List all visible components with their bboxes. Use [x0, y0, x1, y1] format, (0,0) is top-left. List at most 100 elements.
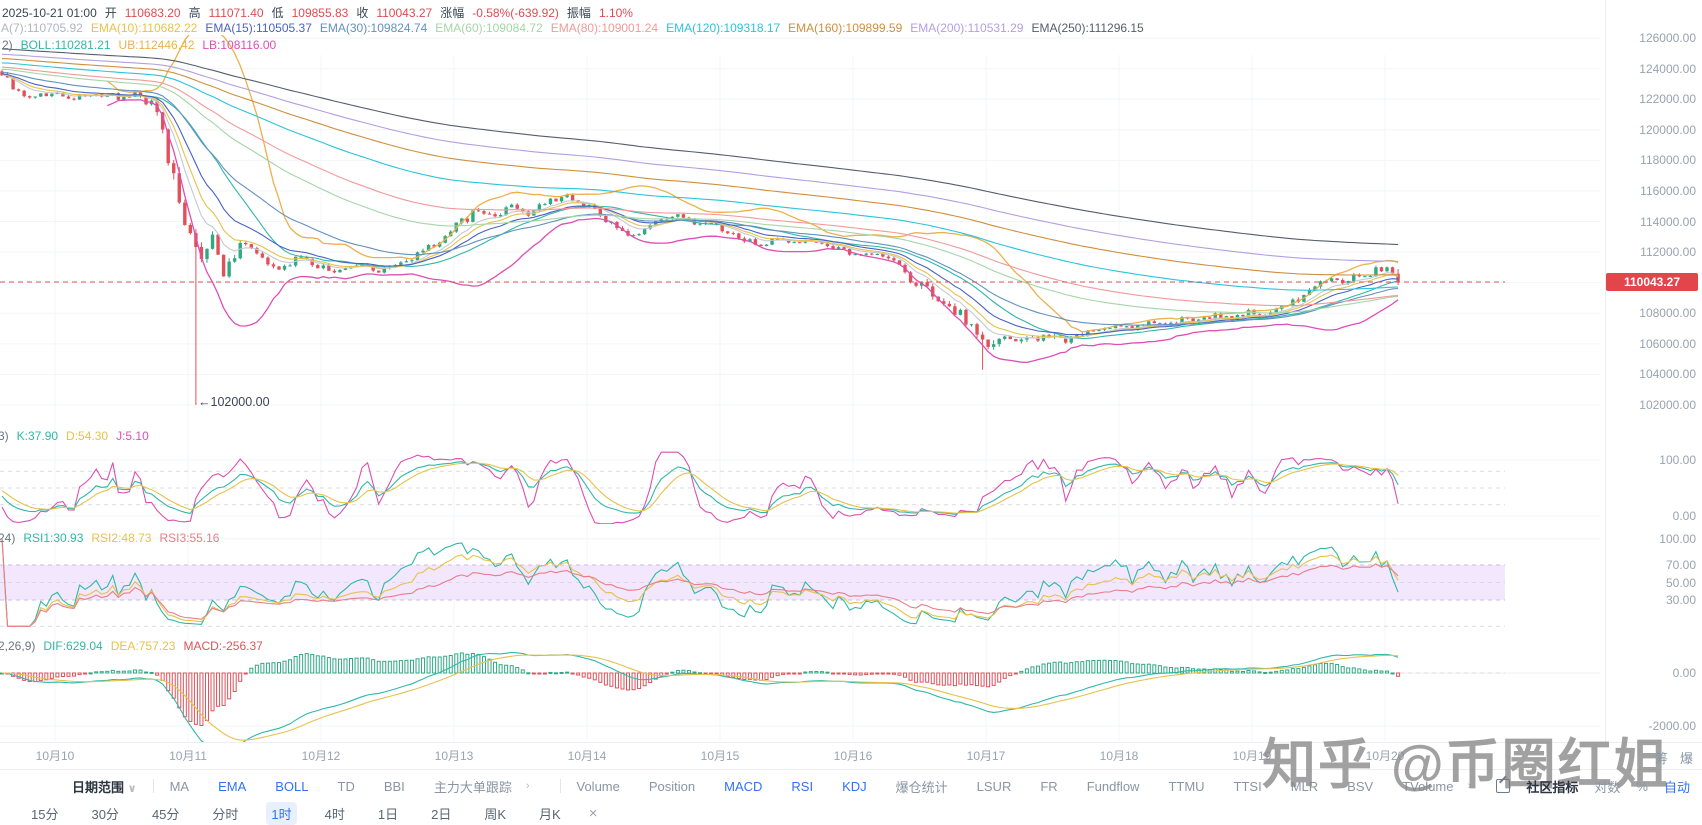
date-tick-label: 10月16 [833, 749, 873, 763]
ohlc-token: 低 [271, 6, 284, 20]
timeframe-15分[interactable]: 15分 [31, 806, 59, 822]
overlay-tab-BBI[interactable]: BBI [383, 778, 405, 794]
date-tick-label: 10月20 [1365, 749, 1405, 763]
date-tick-label: 10月11 [169, 749, 207, 763]
overlay-tab-BOLL[interactable]: BOLL [275, 778, 309, 794]
indicator-toolbar: 日期范围 ∨ MA EMA BOLL TD BBI 主力大单跟踪 › Volume Posi… [0, 771, 1702, 801]
indicator-tab-KDJ[interactable]: KDJ [842, 778, 867, 794]
edit-icon[interactable] [1496, 779, 1511, 793]
indicator-tab-LSUR[interactable]: LSUR [976, 778, 1012, 794]
auto-scale-button[interactable]: 自动 [1663, 779, 1690, 795]
boll-token: LB:108116.00 [202, 38, 277, 52]
indicator-tab-MACD[interactable]: MACD [724, 778, 763, 794]
price-tick-label: 102000.00 [1639, 398, 1696, 412]
overlay-tab-MA[interactable]: MA [169, 778, 190, 794]
indicator-tab-BSV[interactable]: BSV [1347, 778, 1374, 794]
indicator-tab-TVolume[interactable]: TVolume [1402, 778, 1454, 794]
timeframe-1日[interactable]: 1日 [377, 806, 399, 822]
ema-token: MA(7):110705.92 [0, 21, 83, 35]
timeframe-月K[interactable]: 月K [539, 806, 561, 822]
last-price-badge: 110043.27 [1606, 273, 1698, 291]
ohlc-header: 2025-10-21 01:00 开 110683.20 高 111071.40 低 109… [2, 4, 633, 21]
oscillator-tick-label: 100.00 [1659, 531, 1696, 546]
boll-values-row: 2) BOLL:110281.21 UB:112446.42 LB:108116.00 [2, 38, 276, 52]
date-range-button[interactable]: 日期范围 ∨ [72, 779, 137, 795]
oscillator-tick-label: -2000.00 [1648, 719, 1696, 733]
overlay-tab-TD[interactable]: TD [337, 778, 355, 794]
divider [0, 769, 1702, 770]
price-tick-label: 120000.00 [1639, 122, 1696, 137]
rsi-token: RSI3:55.16 [159, 531, 220, 545]
ema-token: EMA(30):109824.74 [319, 21, 428, 35]
indicator-tab-Fundflow[interactable]: Fundflow [1086, 778, 1140, 794]
oscillator-tick-label: 100.00 [1659, 453, 1696, 467]
ohlc-token: 2025-10-21 01:00 [2, 5, 97, 20]
price-tick-label: 108000.00 [1639, 306, 1696, 321]
chevron-right-icon[interactable]: › [1467, 780, 1472, 792]
indicator-tab-MLR[interactable]: MLR [1290, 778, 1319, 794]
ohlc-token: 111071.40 [208, 5, 264, 20]
oscillator-tick-label: 30.00 [1665, 593, 1696, 607]
price-tick-label: 122000.00 [1639, 92, 1696, 107]
log-scale-button[interactable]: 对数 [1594, 779, 1621, 795]
indicator-tab-RSI[interactable]: RSI [791, 778, 814, 794]
indicator-tab-TTMU[interactable]: TTMU [1168, 778, 1205, 794]
indicator-tab-TTSI[interactable]: TTSI [1233, 778, 1262, 794]
chevron-right-icon[interactable]: › [525, 780, 530, 792]
date-tick-label: 10月17 [966, 749, 1006, 763]
kdj-values-row: 3) K:37.90 D:54.30 J:5.10 [0, 429, 149, 443]
timeframe-1时[interactable]: 1时 [266, 801, 297, 825]
indicator-tab-Position[interactable]: Position [648, 778, 696, 794]
timeframe-2日[interactable]: 2日 [431, 806, 452, 822]
ohlc-token: -0.58%(-639.92) [472, 5, 559, 20]
oscillator-tick-label: 70.00 [1665, 558, 1696, 572]
price-tick-label: 116000.00 [1640, 183, 1696, 198]
percent-scale-button[interactable]: % [1636, 778, 1648, 794]
kdj-token: K:37.90 [16, 429, 59, 443]
ema-token: EMA(60):109084.72 [435, 21, 543, 35]
macd-token: DEA:757.23 [110, 639, 176, 653]
ohlc-token: 收 [356, 6, 369, 20]
ema-token: EMA(10):110682.22 [90, 21, 198, 35]
divider [0, 742, 1702, 743]
close-icon[interactable]: × [588, 804, 598, 822]
price-tick-label: 114000.00 [1640, 214, 1696, 229]
chevron-down-icon: ∨ [127, 782, 137, 795]
date-tick-label: 10月15 [700, 749, 740, 763]
rsi-token: 24) [0, 531, 16, 545]
timeframe-周K[interactable]: 周K [484, 806, 507, 822]
kdj-token: D:54.30 [66, 429, 109, 443]
divider [559, 779, 561, 793]
date-tick-label: 10月19 [1232, 749, 1272, 763]
ema-token: EMA(250):111296.15 [1031, 21, 1144, 35]
axis-gutter-divider [1605, 0, 1606, 742]
boll-token: 2) [2, 38, 13, 52]
side-toggle-爆[interactable]: 爆 [1680, 751, 1694, 766]
oscillator-tick-label: 0.00 [1672, 666, 1696, 680]
ema-token: EMA(120):109318.17 [666, 21, 781, 35]
overlay-tab-主力大单跟踪[interactable]: 主力大单跟踪 [433, 779, 512, 795]
timeframe-4时[interactable]: 4时 [324, 806, 345, 822]
side-toggle-筹[interactable]: 筹 [1655, 751, 1669, 766]
ema-token: EMA(80):109001.24 [550, 21, 659, 35]
boll-token: BOLL:110281.21 [20, 38, 111, 52]
community-indicators-button[interactable]: 社区指标 [1526, 779, 1579, 795]
ema-token: EMA(200):110531.29 [910, 21, 1024, 35]
indicator-tab-Volume[interactable]: Volume [576, 778, 620, 794]
indicator-tab-爆仓统计[interactable]: 爆仓统计 [895, 779, 948, 795]
oscillator-tick-label: 0.00 [1672, 509, 1696, 523]
timeframe-45分[interactable]: 45分 [151, 806, 180, 822]
timeframe-bar: 15分 30分 45分 分时 1时 4时 1日 2日 周K 月K × [26, 801, 597, 825]
price-tick-label: 112000.00 [1640, 245, 1696, 260]
timeframe-分时[interactable]: 分时 [212, 806, 239, 822]
ema-values-row: MA(7):110705.92 EMA(10):110682.22 EMA(15):… [0, 21, 1144, 35]
overlay-tab-EMA[interactable]: EMA [218, 778, 247, 794]
side-panel-toggles[interactable]: 筹爆 [1655, 748, 1693, 767]
ohlc-token: 110683.20 [124, 5, 181, 20]
ohlc-token: 高 [188, 6, 201, 20]
price-tick-label: 104000.00 [1639, 367, 1696, 382]
indicator-tab-FR[interactable]: FR [1040, 778, 1058, 794]
timeframe-30分[interactable]: 30分 [91, 806, 119, 822]
